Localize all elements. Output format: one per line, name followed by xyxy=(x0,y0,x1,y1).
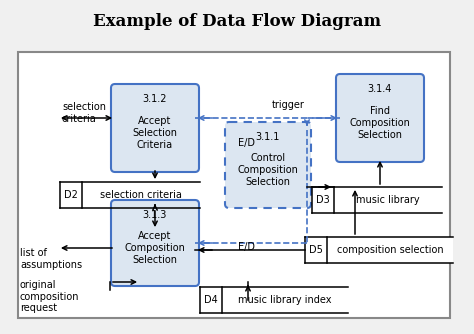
Text: Control
Composition
Selection: Control Composition Selection xyxy=(237,153,299,187)
FancyBboxPatch shape xyxy=(111,200,199,286)
Text: selection
criteria: selection criteria xyxy=(62,102,106,124)
Text: 3.1.4: 3.1.4 xyxy=(368,84,392,94)
Text: composition selection: composition selection xyxy=(337,245,443,255)
Text: D4: D4 xyxy=(204,295,218,305)
Text: D5: D5 xyxy=(309,245,323,255)
Text: Find
Composition
Selection: Find Composition Selection xyxy=(349,107,410,140)
Text: 3.1.2: 3.1.2 xyxy=(143,94,167,104)
Text: original
composition
request: original composition request xyxy=(20,280,80,313)
Bar xyxy=(18,52,450,318)
Text: music library index: music library index xyxy=(238,295,332,305)
Text: Accept
Composition
Selection: Accept Composition Selection xyxy=(125,231,185,265)
Bar xyxy=(312,187,442,213)
Text: Example of Data Flow Diagram: Example of Data Flow Diagram xyxy=(93,13,381,30)
FancyBboxPatch shape xyxy=(111,84,199,172)
Text: list of
assumptions: list of assumptions xyxy=(20,248,82,270)
Text: D2: D2 xyxy=(64,190,78,200)
Text: D3: D3 xyxy=(316,195,330,205)
Bar xyxy=(305,237,453,263)
FancyBboxPatch shape xyxy=(336,74,424,162)
Text: E/D: E/D xyxy=(238,138,255,148)
FancyBboxPatch shape xyxy=(225,122,311,208)
Text: selection criteria: selection criteria xyxy=(100,190,182,200)
Text: Accept
Selection
Criteria: Accept Selection Criteria xyxy=(133,117,177,150)
Bar xyxy=(200,287,348,313)
Text: E/D: E/D xyxy=(238,242,255,252)
Bar xyxy=(60,182,200,208)
Text: trigger: trigger xyxy=(272,100,305,110)
Text: music library: music library xyxy=(356,195,420,205)
Text: 3.1.3: 3.1.3 xyxy=(143,210,167,220)
Text: 3.1.1: 3.1.1 xyxy=(256,132,280,142)
